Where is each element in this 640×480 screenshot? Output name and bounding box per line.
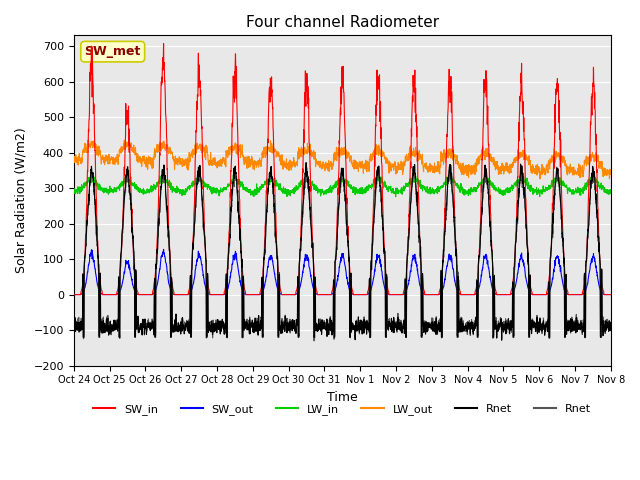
Legend: SW_in, SW_out, LW_in, LW_out, Rnet, Rnet: SW_in, SW_out, LW_in, LW_out, Rnet, Rnet — [89, 400, 596, 420]
Text: SW_met: SW_met — [84, 45, 141, 58]
Y-axis label: Solar Radiation (W/m2): Solar Radiation (W/m2) — [15, 128, 28, 273]
X-axis label: Time: Time — [327, 391, 358, 404]
Title: Four channel Radiometer: Four channel Radiometer — [246, 15, 439, 30]
